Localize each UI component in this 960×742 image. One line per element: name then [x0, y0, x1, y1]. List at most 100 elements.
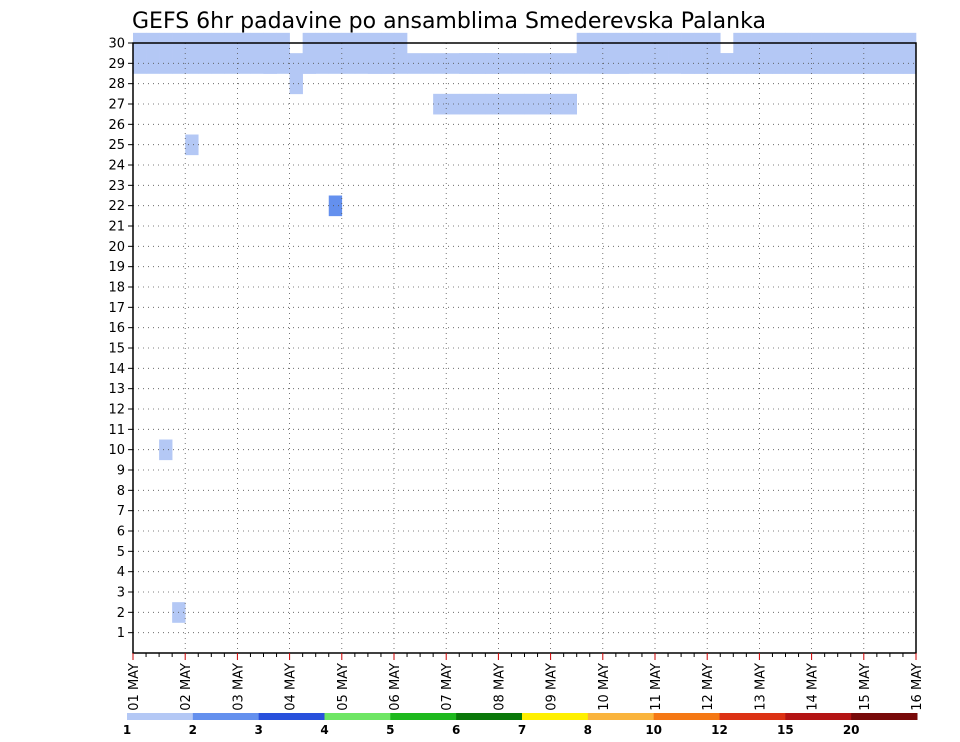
- colorbar-swatch: [587, 713, 655, 720]
- colorbar-swatch: [653, 713, 720, 720]
- x-tick-label: 12 MAY: [701, 663, 716, 711]
- y-tick-label: 1: [117, 626, 125, 641]
- heatmap-cell: [289, 73, 303, 95]
- x-tick-label: 16 MAY: [910, 663, 925, 711]
- x-tick-label: 03 MAY: [231, 663, 246, 711]
- y-tick-label: 10: [108, 443, 125, 458]
- colorbar-label: 4: [320, 723, 328, 737]
- heatmap-cell: [772, 53, 786, 74]
- heatmap-cell: [354, 53, 369, 74]
- heatmap-cell: [798, 53, 812, 74]
- heatmap-cell: [446, 93, 460, 115]
- y-tick-label: 16: [108, 321, 125, 336]
- heatmap-cell: [133, 53, 147, 74]
- heatmap-cell: [263, 53, 277, 74]
- heatmap-cell: [524, 53, 538, 74]
- heatmap-cell: [250, 53, 264, 74]
- heatmap-cell: [498, 53, 512, 74]
- heatmap-cell: [589, 53, 604, 74]
- heatmap-cell: [328, 53, 343, 74]
- chart-title: GEFS 6hr padavine po ansamblima Smederev…: [132, 9, 766, 34]
- heatmap-cell: [563, 93, 577, 115]
- x-tick-label: 04 MAY: [284, 663, 299, 711]
- y-tick-label: 14: [108, 362, 125, 377]
- x-tick-label: 01 MAY: [127, 663, 142, 711]
- heatmap-cell: [224, 53, 238, 74]
- heatmap-cell: [759, 53, 773, 74]
- y-tick-label: 21: [108, 220, 125, 235]
- heatmap-cell: [694, 53, 708, 74]
- heatmap-cell: [159, 439, 173, 461]
- y-tick-label: 25: [108, 138, 125, 153]
- y-tick-label: 30: [108, 37, 125, 52]
- heatmap-cell: [146, 53, 160, 74]
- y-tick-label: 12: [108, 403, 125, 418]
- heatmap-cell: [302, 53, 316, 74]
- heatmap-cell: [380, 53, 395, 74]
- colorbar-label: 1: [123, 723, 131, 737]
- x-tick-label: 07 MAY: [440, 663, 455, 711]
- y-tick-label: 24: [108, 159, 125, 174]
- heatmap-cell: [850, 53, 865, 74]
- colorbar-label: 2: [189, 723, 197, 737]
- y-tick-label: 2: [117, 606, 125, 621]
- heatmap-cell: [550, 93, 564, 115]
- colorbar-swatch: [324, 713, 391, 720]
- y-tick-label: 4: [117, 565, 125, 580]
- y-tick-label: 26: [108, 118, 125, 133]
- heatmap-cell: [524, 93, 538, 115]
- heatmap-cell: [498, 93, 512, 115]
- y-tick-label: 18: [108, 281, 125, 296]
- colorbar-label: 6: [452, 723, 460, 737]
- colorbar-label: 7: [518, 723, 526, 737]
- colorbar-swatch: [192, 713, 260, 720]
- x-tick-label: 11 MAY: [649, 663, 664, 711]
- y-tick-label: 20: [108, 240, 125, 255]
- heatmap-cell: [824, 53, 838, 74]
- x-tick-label: 10 MAY: [597, 663, 612, 711]
- heatmap-cell: [211, 53, 225, 74]
- x-tick-label: 15 MAY: [858, 663, 873, 711]
- heatmap-cells: [133, 32, 917, 623]
- heatmap-cell: [563, 53, 577, 74]
- heatmap-cell: [485, 93, 499, 115]
- heatmap-cell: [289, 53, 303, 74]
- heatmap-cell: [185, 53, 199, 74]
- heatmap-cell: [837, 53, 852, 74]
- y-tick-label: 19: [108, 260, 125, 275]
- heatmap-cell: [537, 93, 551, 115]
- heatmap-cell: [550, 53, 564, 74]
- y-tick-label: 11: [108, 423, 125, 438]
- heatmap-cell: [237, 53, 251, 74]
- heatmap-cell: [185, 134, 199, 156]
- y-tick-label: 6: [117, 525, 125, 540]
- y-axis: 1234567891011121314151617181920212223242…: [108, 37, 133, 641]
- y-tick-label: 9: [117, 464, 125, 479]
- colorbar-swatch: [785, 713, 852, 720]
- heatmap-cell: [628, 53, 643, 74]
- colorbar-swatch: [851, 713, 918, 720]
- colorbar-swatch: [522, 713, 589, 720]
- heatmap-cell: [668, 53, 682, 74]
- heatmap-cell: [420, 53, 434, 74]
- colorbar-label: 8: [584, 723, 592, 737]
- x-tick-label: 02 MAY: [179, 663, 194, 711]
- y-tick-label: 13: [108, 382, 125, 397]
- x-tick-label: 08 MAY: [492, 663, 507, 711]
- y-tick-label: 22: [108, 199, 125, 214]
- heatmap-cell: [902, 53, 917, 74]
- y-tick-label: 28: [108, 77, 125, 92]
- colorbar-label: 15: [777, 723, 794, 737]
- heatmap-cell: [681, 53, 695, 74]
- colorbar-swatch: [127, 713, 194, 720]
- colorbar-label: 12: [711, 723, 728, 737]
- colorbar-swatch: [258, 713, 325, 720]
- x-tick-label: 13 MAY: [753, 663, 768, 711]
- y-tick-label: 29: [108, 57, 125, 72]
- colorbar-swatch: [390, 713, 457, 720]
- heatmap-cell: [602, 53, 617, 74]
- y-tick-label: 27: [108, 98, 125, 113]
- y-tick-label: 3: [117, 586, 125, 601]
- heatmap-cell: [315, 53, 330, 74]
